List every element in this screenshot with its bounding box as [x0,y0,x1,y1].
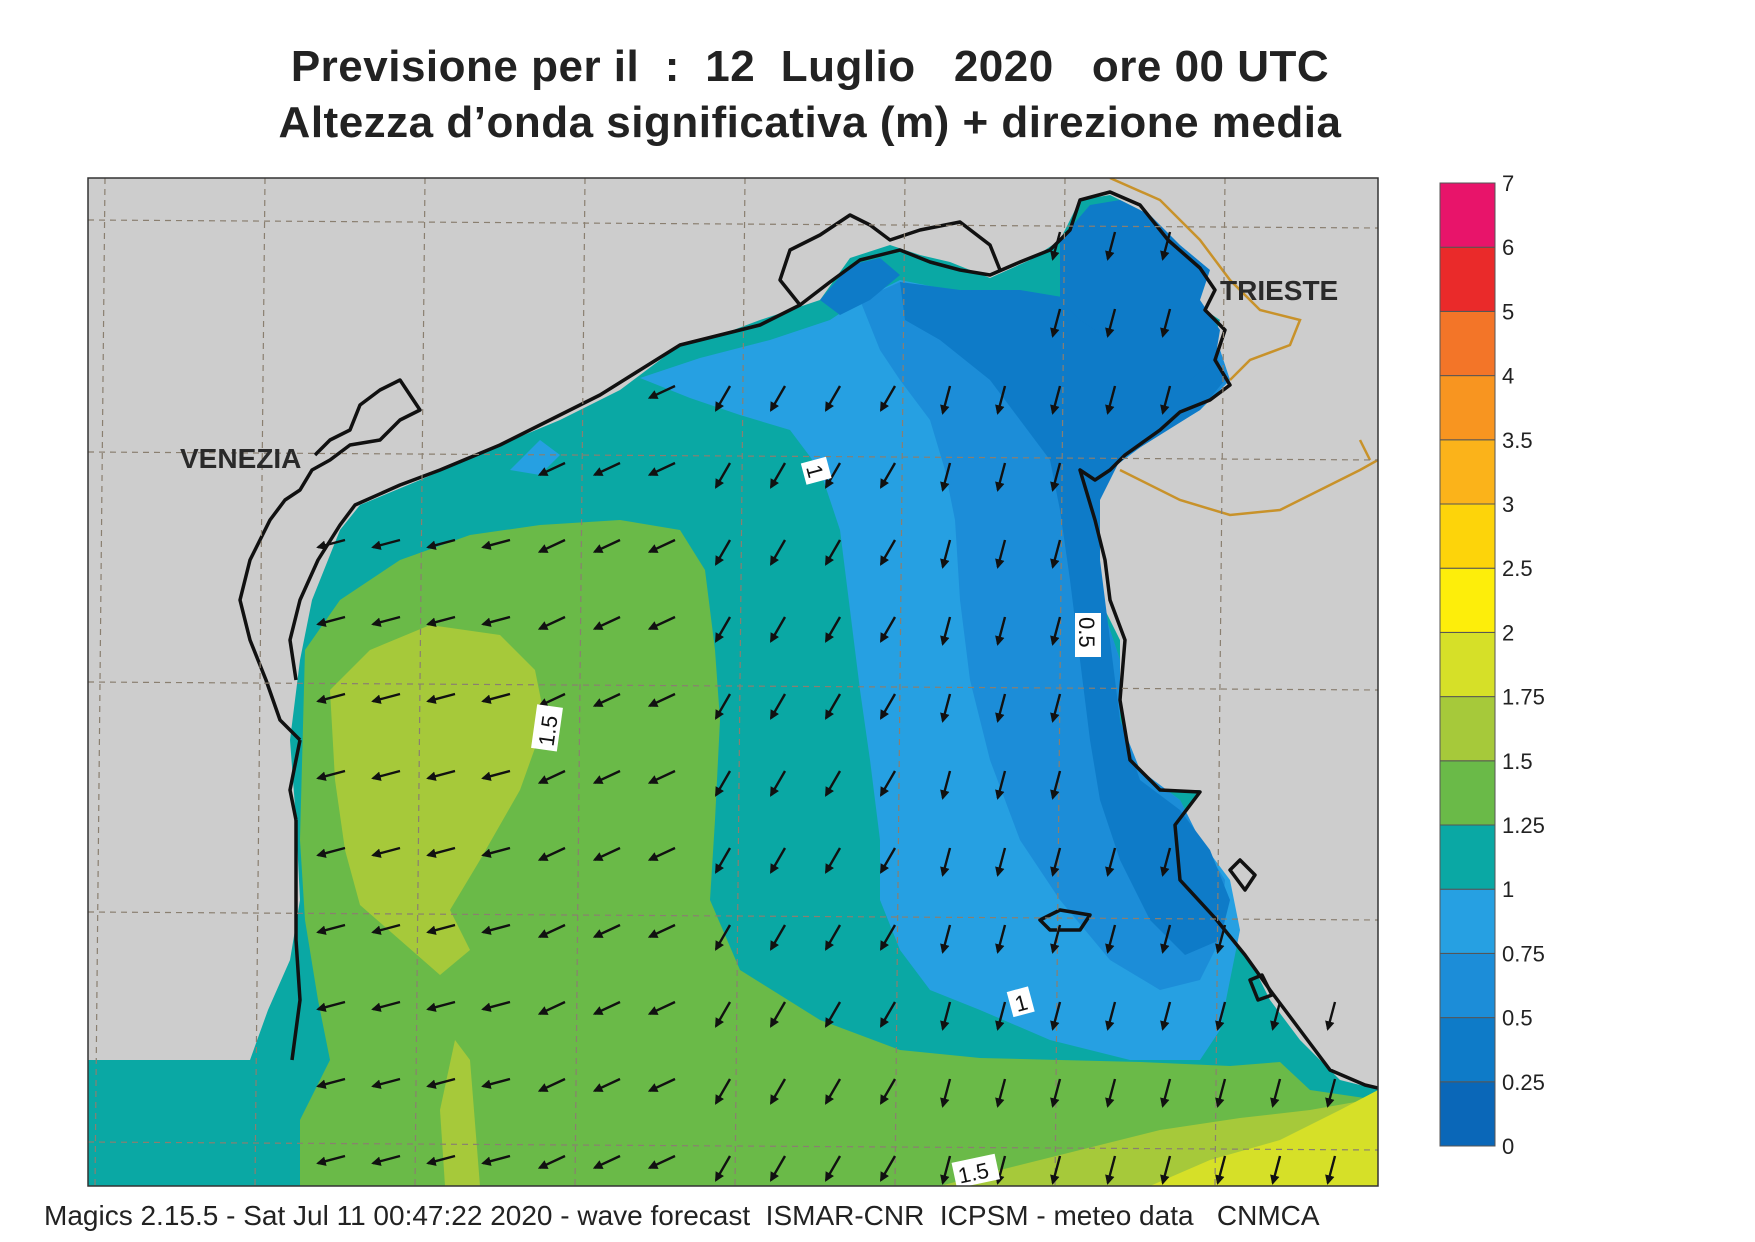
legend-swatch [1440,632,1495,696]
legend-tick-label: 2.5 [1502,556,1533,581]
legend-swatch [1440,697,1495,761]
legend-swatch [1440,1018,1495,1082]
legend-swatch [1440,1082,1495,1146]
legend-swatch [1440,953,1495,1017]
legend-swatch [1440,504,1495,568]
legend-swatch [1440,440,1495,504]
legend-tick-label: 1.75 [1502,685,1545,710]
contour-label-0.5: 0.5 [1074,617,1099,648]
legend-tick-label: 4 [1502,364,1514,389]
legend-tick-label: 2 [1502,620,1514,645]
legend-swatch [1440,183,1495,247]
legend-swatch [1440,247,1495,311]
legend-tick-label: 1.5 [1502,749,1533,774]
legend-tick-label: 0 [1502,1134,1514,1159]
legend-tick-label: 1 [1502,877,1514,902]
contour-label-1.5: 1.5 [534,714,563,748]
city-label-venezia: VENEZIA [180,443,301,474]
city-label-trieste: TRIESTE [1220,275,1338,306]
legend-tick-label: 1.25 [1502,813,1545,838]
legend-tick-label: 3 [1502,492,1514,517]
legend-colorbar: 0 0.25 0.5 0.75 1 1.25 1.5 1.75 2 2.5 3 3.5 4 5 6 7 [1440,171,1545,1159]
legend-tick-label: 7 [1502,171,1514,196]
legend-tick-label: 3.5 [1502,428,1533,453]
legend-tick-label: 0.75 [1502,941,1545,966]
legend-swatch [1440,376,1495,440]
footer-credit: Magics 2.15.5 - Sat Jul 11 00:47:22 2020… [44,1200,1320,1232]
legend-tick-label: 0.5 [1502,1006,1533,1031]
legend-swatch [1440,889,1495,953]
legend-swatch [1440,311,1495,375]
legend-tick-label: 6 [1502,235,1514,260]
legend-swatch [1440,825,1495,889]
legend-tick-label: 0.25 [1502,1070,1545,1095]
legend-swatch [1440,568,1495,632]
legend-swatch [1440,761,1495,825]
legend-tick-label: 5 [1502,299,1514,324]
